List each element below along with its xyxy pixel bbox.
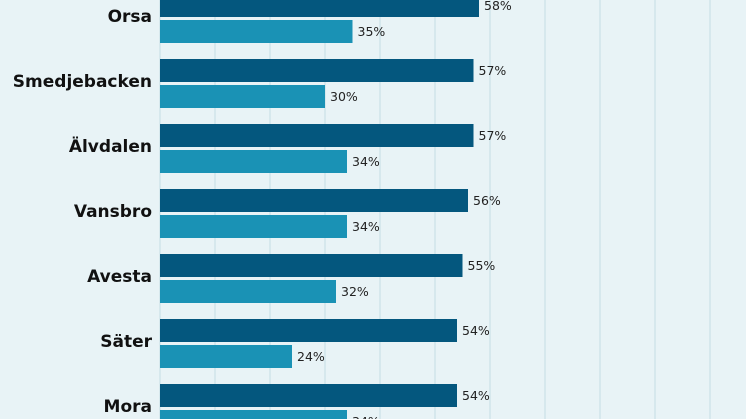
category-label-sater: Säter — [100, 332, 152, 352]
bar-mora-series-2 — [160, 410, 347, 419]
value-label-alvdalen-series-1: 57% — [479, 128, 507, 143]
category-label-smedjebacken: Smedjebacken — [13, 72, 152, 92]
bar-smedjebacken-series-2 — [160, 85, 325, 108]
bar-vansbro-series-2 — [160, 215, 347, 238]
value-label-vansbro-series-2: 34% — [352, 219, 380, 234]
bar-avesta-series-1 — [160, 254, 463, 277]
bar-alvdalen-series-1 — [160, 124, 474, 147]
value-label-orsa-series-2: 35% — [358, 24, 386, 39]
category-label-avesta: Avesta — [87, 267, 152, 287]
bar-smedjebacken-series-1 — [160, 59, 474, 82]
bar-orsa-series-1 — [160, 0, 479, 17]
value-label-mora-series-2: 34% — [352, 414, 380, 419]
value-label-vansbro-series-1: 56% — [473, 193, 501, 208]
value-label-sater-series-1: 54% — [462, 323, 490, 338]
bar-mora-series-1 — [160, 384, 457, 407]
bars — [160, 0, 479, 419]
category-label-alvdalen: Älvdalen — [69, 135, 152, 157]
bar-vansbro-series-1 — [160, 189, 468, 212]
bar-alvdalen-series-2 — [160, 150, 347, 173]
category-label-vansbro: Vansbro — [74, 202, 152, 222]
value-label-sater-series-2: 24% — [297, 349, 325, 364]
value-label-avesta-series-2: 32% — [341, 284, 369, 299]
labels: Orsa 58% 35% Smedjebacken 57% 30% Älvdalen 57% 3… — [13, 0, 512, 419]
value-label-alvdalen-series-2: 34% — [352, 154, 380, 169]
bar-avesta-series-2 — [160, 280, 336, 303]
bar-sater-series-2 — [160, 345, 292, 368]
category-label-orsa: Orsa — [108, 7, 152, 27]
bar-sater-series-1 — [160, 319, 457, 342]
category-label-mora: Mora — [104, 397, 152, 417]
value-label-mora-series-1: 54% — [462, 388, 490, 403]
value-label-smedjebacken-series-1: 57% — [479, 63, 507, 78]
value-label-smedjebacken-series-2: 30% — [330, 89, 358, 104]
value-label-avesta-series-1: 55% — [468, 258, 496, 273]
value-label-orsa-series-1: 58% — [484, 0, 512, 13]
bar-orsa-series-2 — [160, 20, 353, 43]
